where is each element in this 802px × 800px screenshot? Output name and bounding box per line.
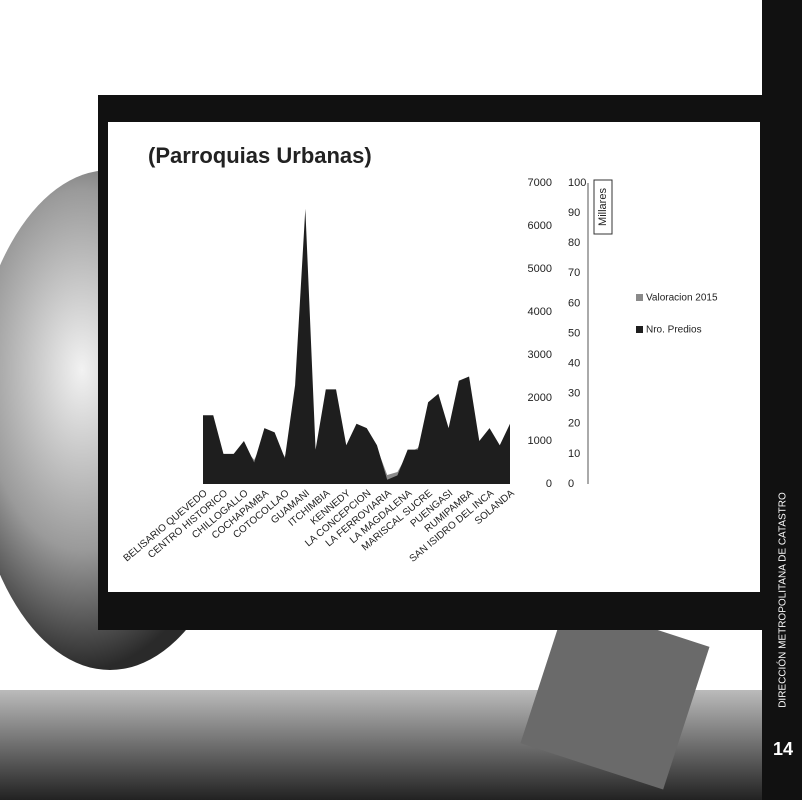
y2-tick-label: 60: [568, 297, 580, 309]
y-tick-label: 4000: [528, 306, 552, 318]
area: [203, 208, 510, 485]
sidebar-organization: DIRECCIÓN METROPOLITANA DE CATASTRO: [776, 492, 789, 708]
chart-area: [108, 122, 760, 592]
legend-swatch: [636, 294, 643, 301]
y2-tick-label: 100: [568, 177, 586, 189]
y-tick-label: 6000: [528, 220, 552, 232]
y2-tick-label: 40: [568, 358, 580, 370]
y2-tick-label: 80: [568, 237, 580, 249]
y2-tick-label: 10: [568, 448, 580, 460]
y2-tick-label: 20: [568, 418, 580, 430]
chart-title: (Parroquias Urbanas): [148, 143, 372, 168]
y-tick-label: 3000: [528, 349, 552, 361]
y-tick-label: 5000: [528, 263, 552, 275]
y2-axis-label: Millares: [597, 188, 609, 226]
y-tick-label: 7000: [528, 177, 552, 189]
y2-tick-label: 50: [568, 327, 580, 339]
sidebar: [762, 0, 802, 800]
y2-tick-label: 0: [568, 478, 574, 490]
y2-tick-label: 30: [568, 388, 580, 400]
page-number: 14: [773, 739, 793, 759]
y2-tick-label: 90: [568, 207, 580, 219]
legend-swatch: [636, 326, 643, 333]
y-tick-label: 2000: [528, 392, 552, 404]
plaque-photo: [520, 600, 710, 790]
legend-label: Nro. Predios: [646, 325, 702, 336]
y2-tick-label: 70: [568, 267, 580, 279]
y2-label-box: [593, 179, 613, 235]
y-tick-label: 0: [546, 478, 552, 490]
y-tick-label: 1000: [528, 435, 552, 447]
legend-label: Valoracion 2015: [646, 293, 718, 304]
